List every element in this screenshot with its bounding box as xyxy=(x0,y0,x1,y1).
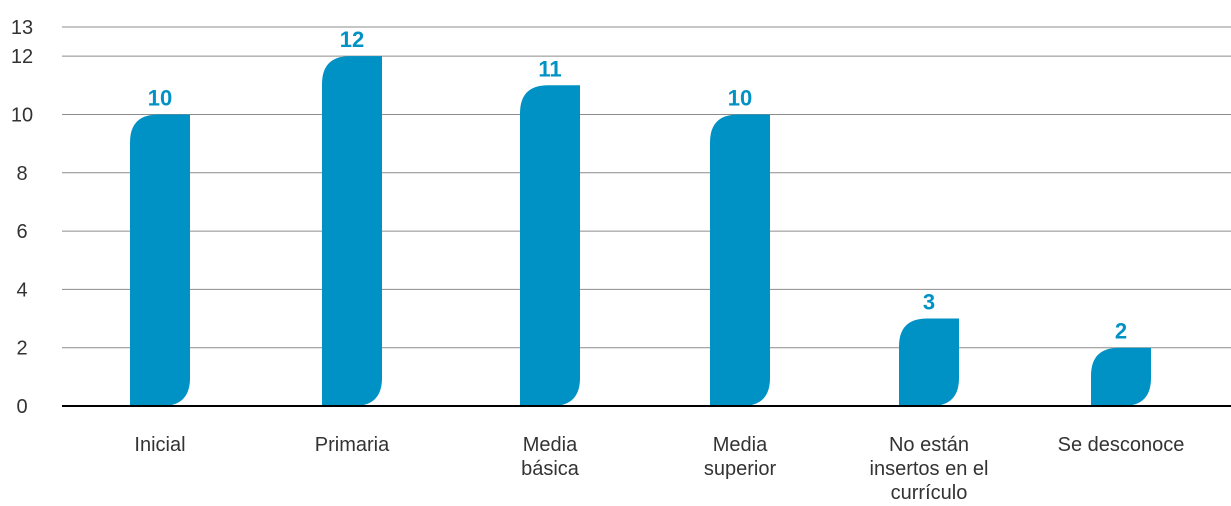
bars xyxy=(130,56,1151,407)
bar xyxy=(1091,347,1151,406)
category-label-line: superior xyxy=(704,458,777,480)
category-label: Media superior xyxy=(704,434,777,480)
bar xyxy=(130,114,190,406)
bar xyxy=(520,85,580,407)
category-label: Primaria xyxy=(315,434,390,456)
data-label: 12 xyxy=(340,27,364,52)
category-label-line: No están xyxy=(889,434,969,456)
category-label-line: básica xyxy=(521,458,580,480)
category-label-line: insertos en el xyxy=(870,458,989,480)
data-label: 2 xyxy=(1115,319,1127,344)
y-tick-label: 4 xyxy=(16,279,27,301)
data-label: 10 xyxy=(148,85,172,110)
data-label: 11 xyxy=(538,56,561,81)
category-label-line: Primaria xyxy=(315,434,390,456)
category-label-line: Se desconoce xyxy=(1058,434,1185,456)
data-label: 10 xyxy=(728,85,752,110)
category-label-line: Media xyxy=(713,434,768,456)
bar xyxy=(710,114,770,406)
category-label: Inicial xyxy=(134,434,185,456)
bar xyxy=(899,318,959,406)
y-axis-ticks: 0 2 4 6 8 10 12 13 xyxy=(11,17,33,418)
category-label-line: Media xyxy=(523,434,578,456)
data-labels: 10 12 11 10 3 2 xyxy=(148,27,1127,344)
y-tick-label: 8 xyxy=(16,163,27,185)
y-tick-label: 0 xyxy=(16,396,27,418)
y-tick-label: 12 xyxy=(11,46,33,68)
gridlines xyxy=(62,26,1231,349)
category-label-line: Inicial xyxy=(134,434,185,456)
y-tick-label: 10 xyxy=(11,104,33,126)
y-tick-label: 13 xyxy=(11,17,33,39)
category-label: Media básica xyxy=(521,434,580,480)
data-label: 3 xyxy=(923,290,935,315)
category-label-line: currículo xyxy=(891,482,968,504)
bar xyxy=(322,56,382,407)
category-label: Se desconoce xyxy=(1058,434,1185,456)
category-label: No están insertos en el currículo xyxy=(870,434,989,504)
y-tick-label: 6 xyxy=(16,221,27,243)
y-tick-label: 2 xyxy=(16,338,27,360)
